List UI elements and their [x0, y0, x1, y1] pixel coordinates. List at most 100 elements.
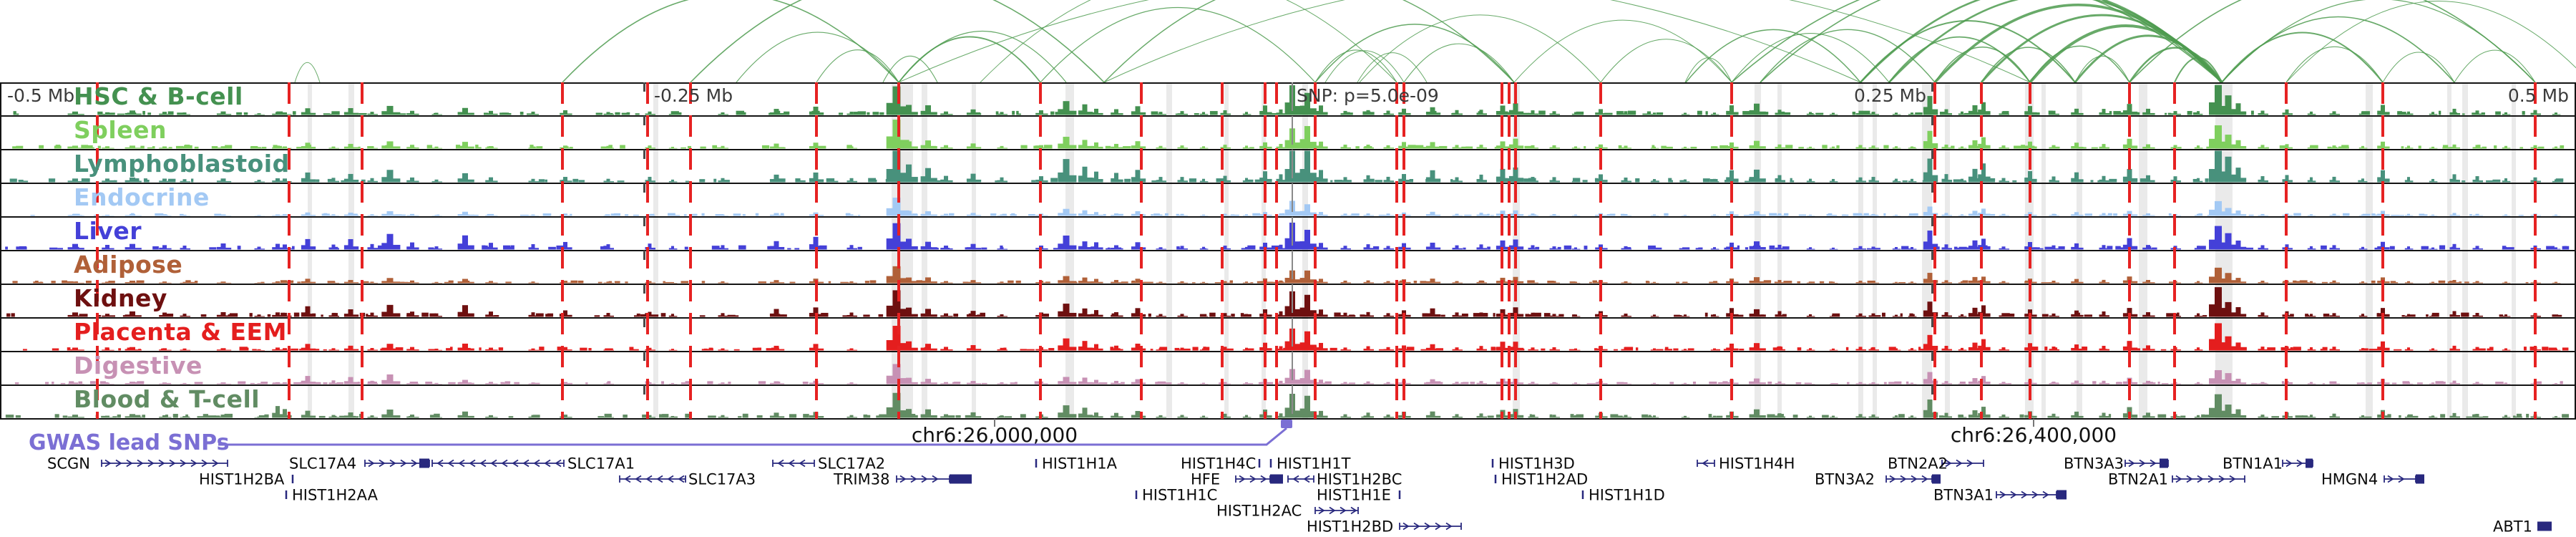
gene-SLC17A3: SLC17A3 [619, 471, 756, 488]
enhancer-red-line [1275, 82, 1278, 419]
interaction-arc [1359, 14, 1601, 83]
interaction-arc [1103, 0, 1515, 83]
gene-HIST1H1C: HIST1H1C [1135, 487, 1217, 504]
gene-label-HMGN4: HMGN4 [2321, 471, 2378, 488]
interaction-arc [1684, 57, 1732, 83]
ruler-gridline [643, 82, 645, 419]
ruler-label: -0.5 Mb [7, 85, 75, 106]
interaction-arc [1731, 0, 2223, 83]
gene-annotation-panel: SCGN SLC17A4 SLC17A1 SLC17A2 HIST1H1A HIST1H4… [47, 419, 2552, 536]
interaction-arc [736, 32, 899, 83]
gene-SLC17A1: SLC17A1 [431, 455, 635, 473]
interaction-arc [562, 0, 899, 83]
interaction-arc [2285, 1, 2576, 83]
interaction-arc [816, 49, 899, 83]
gene-label-HIST1H2BC: HIST1H2BC [1317, 471, 1402, 488]
track-signal-hsc-b-cell [13, 84, 2561, 115]
interaction-arc [1760, 29, 1936, 83]
gwas-callout-line [218, 427, 1287, 446]
interaction-arc [1934, 47, 2031, 83]
gene-label-BTN2A1: BTN2A1 [2108, 471, 2168, 488]
snp-position-line [1291, 82, 1294, 419]
enhancer-red-line [1140, 82, 1143, 419]
gene-label-HIST1H1E: HIST1H1E [1317, 487, 1391, 504]
gene-HIST1H2BC: HIST1H2BC [1287, 471, 1402, 488]
gene-SCGN: SCGN [47, 455, 228, 473]
track-boundary-line [0, 384, 2576, 387]
enhancer-red-line [2029, 82, 2031, 419]
gene-label-ABT1: ABT1 [2493, 518, 2532, 536]
enhancer-red-line [1933, 82, 1936, 419]
gene-ABT1: ABT1 [2493, 518, 2552, 536]
track-label-endocrine: Endocrine [74, 183, 210, 211]
interaction-arc [980, 0, 1397, 83]
track-label-hsc-b-cell: HSC & B-cell [74, 82, 243, 110]
gene-SLC17A2: SLC17A2 [772, 455, 885, 473]
enhancer-red-line [897, 82, 900, 419]
interaction-arc [1314, 49, 1397, 83]
gene-label-TRIM38: TRIM38 [833, 471, 889, 488]
interaction-arc [2285, 46, 2384, 83]
track-label-blood-t-cell: Blood & T-cell [74, 385, 260, 413]
gene-label-SCGN: SCGN [47, 455, 90, 473]
gene-HMGN4: HMGN4 [2321, 471, 2424, 488]
interaction-arc [2221, 32, 2384, 83]
track-signal-kidney [6, 287, 2562, 317]
interaction-arc [1731, 33, 1890, 83]
enhancer-red-line [1514, 82, 1517, 419]
interaction-arc [1513, 19, 1732, 83]
enhancer-red-line [1314, 82, 1317, 419]
gene-label-HFE: HFE [1191, 471, 1220, 488]
enhancer-red-line [1730, 82, 1733, 419]
gene-HIST1H1E: HIST1H1E [1317, 487, 1401, 504]
gene-BTN3A3: BTN3A3 [2064, 455, 2169, 473]
gene-BTN3A1: BTN3A1 [1933, 487, 2067, 504]
track-signal-lymphoblastoid [9, 150, 2564, 183]
track-boundary-line [0, 283, 2576, 286]
track-boundary-line [0, 216, 2576, 218]
track-signal-endocrine [30, 198, 2561, 216]
gene-SLC17A4: SLC17A4 [289, 455, 430, 473]
gene-label-HIST1H2AA: HIST1H2AA [292, 487, 379, 504]
track-signal-placenta-eem [22, 323, 2569, 351]
enhancer-red-line [1980, 82, 1983, 419]
enhancer-red-line [96, 82, 99, 419]
interaction-arc [898, 31, 1067, 83]
gene-label-HIST1H1C: HIST1H1C [1142, 487, 1217, 504]
interaction-arc [2128, 47, 2223, 83]
enhancer-red-line [1039, 82, 1042, 419]
gene-label-SLC17A3: SLC17A3 [688, 471, 756, 488]
interaction-arc [2382, 52, 2455, 83]
signal-peaks-layer [5, 84, 2570, 418]
enhancer-red-line [1508, 82, 1511, 419]
enhancer-red-line [561, 82, 564, 419]
gene-label-SLC17A1: SLC17A1 [567, 455, 635, 473]
gene-HIST1H2BD: HIST1H2BD [1307, 518, 1462, 536]
enhancer-red-line [1501, 82, 1503, 419]
interaction-arc [2029, 45, 2130, 83]
interaction-arc [1403, 43, 1515, 83]
interaction-arc [2174, 57, 2223, 83]
track-boundary-line [0, 350, 2576, 353]
gene-HIST1H1T: HIST1H1T [1269, 455, 1351, 473]
gene-label-HIST1H2BD: HIST1H2BD [1307, 518, 1393, 536]
chr-coordinate-label: chr6:26,000,000 [911, 423, 1078, 447]
gene-label-HIST1H1T: HIST1H1T [1277, 455, 1351, 473]
track-label-adipose: Adipose [74, 251, 183, 279]
enhancer-red-line [2128, 82, 2131, 419]
interaction-arc [2074, 34, 2223, 83]
gene-HIST1H2AA: HIST1H2AA [285, 487, 379, 504]
enhancer-red-line [1395, 82, 1398, 419]
gene-label-BTN2A2: BTN2A2 [1888, 455, 1948, 473]
gene-HIST1H4H: HIST1H4H [1697, 455, 1795, 473]
track-signal-digestive [14, 364, 2563, 384]
interaction-arc [1888, 36, 2031, 83]
enhancer-red-line [288, 82, 291, 419]
gene-label-BTN3A3: BTN3A3 [2064, 455, 2124, 473]
interaction-arc [294, 62, 321, 83]
ruler-label: -0.25 Mb [654, 85, 733, 106]
interaction-arc [882, 55, 938, 83]
enhancer-red-line [1599, 82, 1602, 419]
plot-right-border [2575, 82, 2576, 419]
